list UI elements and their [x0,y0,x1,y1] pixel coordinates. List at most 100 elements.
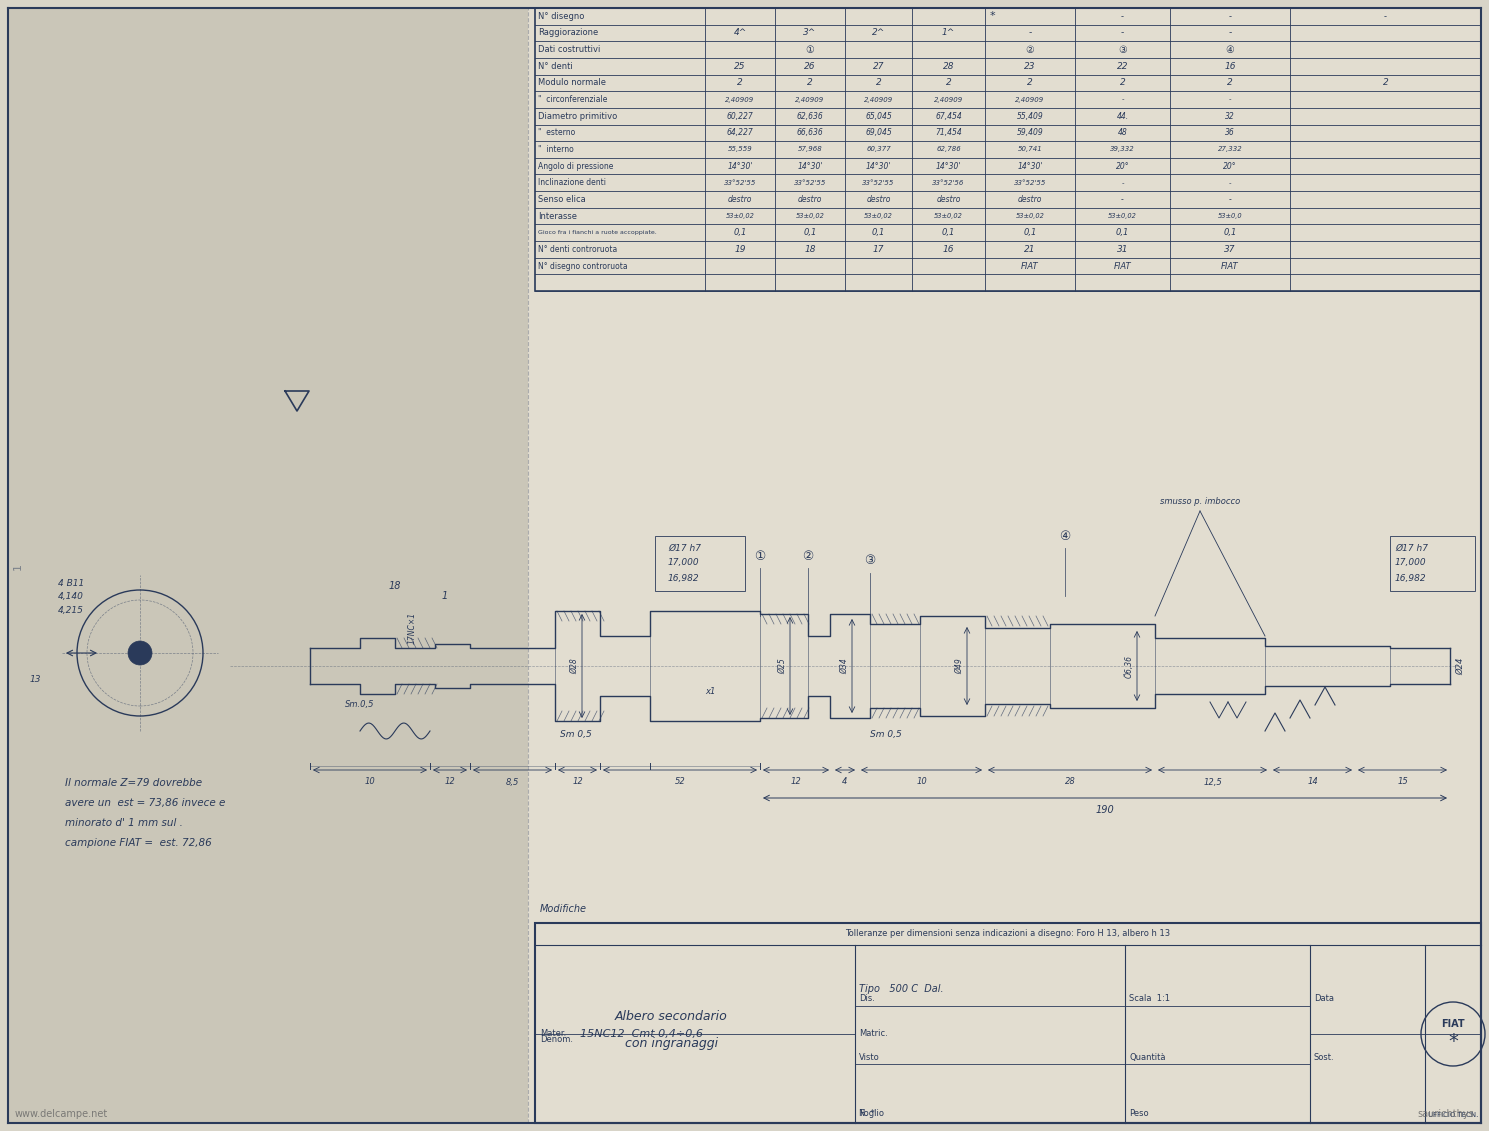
Text: Sm 0,5: Sm 0,5 [870,729,902,739]
Text: 60,377: 60,377 [867,147,890,153]
Text: *: * [1449,1033,1458,1052]
Text: 0,1: 0,1 [1115,228,1129,238]
Text: 53±0,02: 53±0,02 [934,213,963,219]
Text: 14°30': 14°30' [797,162,823,171]
Text: 69,045: 69,045 [865,128,892,137]
Text: 15NC12  Cmt 0,4÷0,6: 15NC12 Cmt 0,4÷0,6 [581,1029,703,1039]
Text: 2,40909: 2,40909 [1015,96,1045,103]
Text: 10: 10 [365,777,375,786]
Text: Visto: Visto [859,1053,880,1062]
Text: Albero secondario: Albero secondario [615,1010,728,1022]
Bar [7,8,529,1123]
Text: Data: Data [1313,994,1334,1003]
Text: www.delcampe.net: www.delcampe.net [15,1110,109,1119]
Text: 33°52'56: 33°52'56 [932,180,965,185]
Text: Ø34: Ø34 [840,658,849,674]
Text: FIAT: FIAT [1221,261,1239,270]
Text: 0,1: 0,1 [1224,228,1237,238]
Text: N° disegno: N° disegno [538,11,584,20]
Text: 0,1: 0,1 [873,228,884,238]
Text: 26: 26 [804,62,816,71]
Text: 16: 16 [1224,62,1236,71]
Text: 2,40909: 2,40909 [864,96,893,103]
Text: Ø49: Ø49 [954,658,963,674]
Text: -: - [1029,28,1032,37]
Text: Angolo di pressione: Angolo di pressione [538,162,613,171]
Text: FIAT: FIAT [1441,1019,1465,1029]
Text: 14°30': 14°30' [935,162,962,171]
Text: 2: 2 [737,78,743,87]
Text: 55,409: 55,409 [1017,112,1044,121]
Text: 25: 25 [734,62,746,71]
Text: 64,227: 64,227 [727,128,753,137]
Text: 2: 2 [1383,78,1388,87]
Text: 2: 2 [1027,78,1033,87]
Text: ②: ② [803,550,813,562]
Text: ④: ④ [1225,44,1234,54]
Text: Mater.: Mater. [541,1029,566,1038]
Text: 2: 2 [807,78,813,87]
Text: Matric.: Matric. [859,1029,887,1038]
Text: 48: 48 [1118,128,1127,137]
Text: 15: 15 [1397,777,1409,786]
Text: 66,636: 66,636 [797,128,823,137]
Text: 8,5: 8,5 [506,777,520,786]
Text: Scala  1:1: Scala 1:1 [1129,994,1170,1003]
Text: ①: ① [806,44,814,54]
Bar [535,8,1482,291]
Text: 16,982: 16,982 [1395,573,1426,582]
Text: destro: destro [728,195,752,204]
Text: -: - [1121,11,1124,20]
Text: 17,000: 17,000 [1395,559,1426,568]
Text: 12,5: 12,5 [1203,777,1222,786]
Text: Sm 0,5: Sm 0,5 [560,729,591,739]
Text: campione FIAT =  est. 72,86: campione FIAT = est. 72,86 [66,838,211,848]
Text: 2^: 2^ [873,28,884,37]
Text: Inclinazione denti: Inclinazione denti [538,179,606,188]
Text: 28: 28 [1065,777,1075,786]
Text: 3^: 3^ [804,28,816,37]
Text: "  circonferenziale: " circonferenziale [538,95,608,104]
Text: 19: 19 [734,245,746,253]
Text: Ö6,36: Ö6,36 [1126,655,1135,677]
Text: 53±0,02: 53±0,02 [795,213,825,219]
Text: -: - [1228,195,1231,204]
Text: FIAT: FIAT [1021,261,1039,270]
Text: 21: 21 [1024,245,1036,253]
Text: -: - [1228,96,1231,103]
Text: 62,636: 62,636 [797,112,823,121]
Text: -: - [1228,180,1231,185]
Text: 0,1: 0,1 [1023,228,1036,238]
Text: smusso p. imbocco: smusso p. imbocco [1160,497,1240,506]
Text: 27: 27 [873,62,884,71]
Text: FIAT: FIAT [1114,261,1132,270]
Text: 2: 2 [1227,78,1233,87]
Text: -: - [1121,96,1124,103]
Text: destro: destro [867,195,890,204]
Text: 10: 10 [916,777,926,786]
Text: 36: 36 [1225,128,1234,137]
Text: N° denti controruota: N° denti controruota [538,245,618,253]
Text: 4 B11: 4 B11 [58,578,85,587]
Text: 22: 22 [1117,62,1129,71]
Text: 18: 18 [804,245,816,253]
Text: 2,40909: 2,40909 [725,96,755,103]
Text: Ø24: Ø24 [1456,657,1465,675]
Text: Interasse: Interasse [538,211,578,221]
Text: 67,454: 67,454 [935,112,962,121]
Text: 28: 28 [943,62,954,71]
Text: 17,000: 17,000 [669,559,700,568]
Text: 2: 2 [1120,78,1126,87]
Circle shape [128,641,152,665]
Text: 17: 17 [873,245,884,253]
Bar [1391,536,1476,592]
Text: 50,741: 50,741 [1017,147,1042,153]
Text: ④: ④ [1059,529,1071,543]
Text: destro: destro [1018,195,1042,204]
Text: 14°30': 14°30' [865,162,892,171]
Text: Raggiorazione: Raggiorazione [538,28,599,37]
Bar [535,923,1482,1123]
Text: 12: 12 [791,777,801,786]
Text: -: - [1121,180,1124,185]
Text: 190: 190 [1096,805,1114,815]
